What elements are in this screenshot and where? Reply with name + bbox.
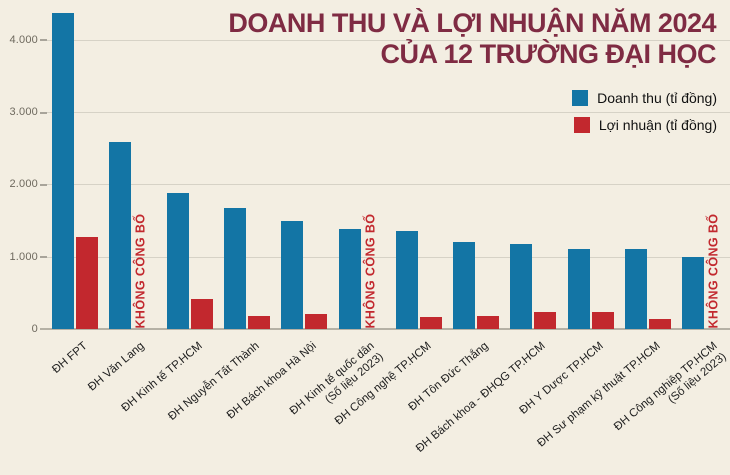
bar-loi-nhuan xyxy=(534,312,557,329)
x-axis-label-name: ĐH Công nghiệp TP.HCM xyxy=(612,340,721,434)
bar-loi-nhuan xyxy=(305,313,328,329)
bar-doanh-thu xyxy=(109,142,132,329)
legend-label-loi-nhuan: Lợi nhuận (tỉ đồng) xyxy=(598,117,717,133)
legend-item-loi-nhuan: Lợi nhuận (tỉ đồng) xyxy=(572,117,717,133)
chart-title-line1: DOANH THU VÀ LỢI NHUẬN NĂM 2024 xyxy=(228,8,716,38)
y-axis-tick xyxy=(40,39,47,42)
y-axis-tick-label: 4.000 xyxy=(9,33,38,46)
not-published-label: KHÔNG CÔNG BỐ xyxy=(706,213,721,329)
gridline xyxy=(40,112,730,114)
gridline xyxy=(40,39,730,41)
bar-doanh-thu xyxy=(223,208,246,329)
bar-doanh-thu xyxy=(625,249,647,329)
gridline xyxy=(40,256,730,258)
bar-doanh-thu xyxy=(510,244,533,329)
y-axis-tick xyxy=(40,256,47,259)
y-axis-tick xyxy=(40,111,47,114)
bar-doanh-thu xyxy=(52,13,74,329)
x-axis-label-name: ĐH FPT xyxy=(50,340,90,376)
x-axis-baseline xyxy=(40,328,730,330)
gridline xyxy=(40,184,730,186)
y-axis-tick-label: 2.000 xyxy=(9,178,38,191)
bar-loi-nhuan xyxy=(419,316,442,329)
y-axis-tick-label: 0 xyxy=(31,323,38,335)
y-axis-tick xyxy=(40,183,47,186)
bar-doanh-thu xyxy=(453,241,476,329)
bar-loi-nhuan xyxy=(477,316,500,329)
legend-label-doanh-thu: Doanh thu (tỉ đồng) xyxy=(597,90,717,106)
legend-item-doanh-thu: Doanh thu (tỉ đồng) xyxy=(572,90,717,106)
bar-loi-nhuan xyxy=(76,237,98,329)
bar-doanh-thu xyxy=(567,249,590,329)
y-axis-tick-label: 3.000 xyxy=(9,106,38,119)
bar-loi-nhuan xyxy=(247,315,270,329)
bar-loi-nhuan xyxy=(190,298,213,329)
legend-swatch-doanh-thu xyxy=(572,90,589,106)
bar-doanh-thu xyxy=(682,256,705,329)
bar-doanh-thu xyxy=(281,220,304,329)
x-axis-label-name: ĐH Văn Lang xyxy=(86,340,148,394)
not-published-label: KHÔNG CÔNG BỐ xyxy=(133,213,148,329)
bar-loi-nhuan xyxy=(591,312,614,329)
legend-swatch-loi-nhuan xyxy=(573,117,590,133)
bar-doanh-thu xyxy=(395,230,418,329)
y-axis-tick-label: 1.000 xyxy=(9,250,38,263)
legend: Doanh thu (tỉ đồng) Lợi nhuận (tỉ đồng) xyxy=(572,90,717,133)
bar-loi-nhuan xyxy=(649,318,671,329)
not-published-label: KHÔNG CÔNG BỐ xyxy=(363,213,377,329)
bar-doanh-thu xyxy=(166,193,189,329)
chart-title-line2: CỦA 12 TRƯỜNG ĐẠI HỌC xyxy=(380,39,717,70)
bar-doanh-thu xyxy=(338,228,361,329)
chart-title: DOANH THU VÀ LỢI NHUẬN NĂM 2024 CỦA 12 T… xyxy=(228,8,716,71)
